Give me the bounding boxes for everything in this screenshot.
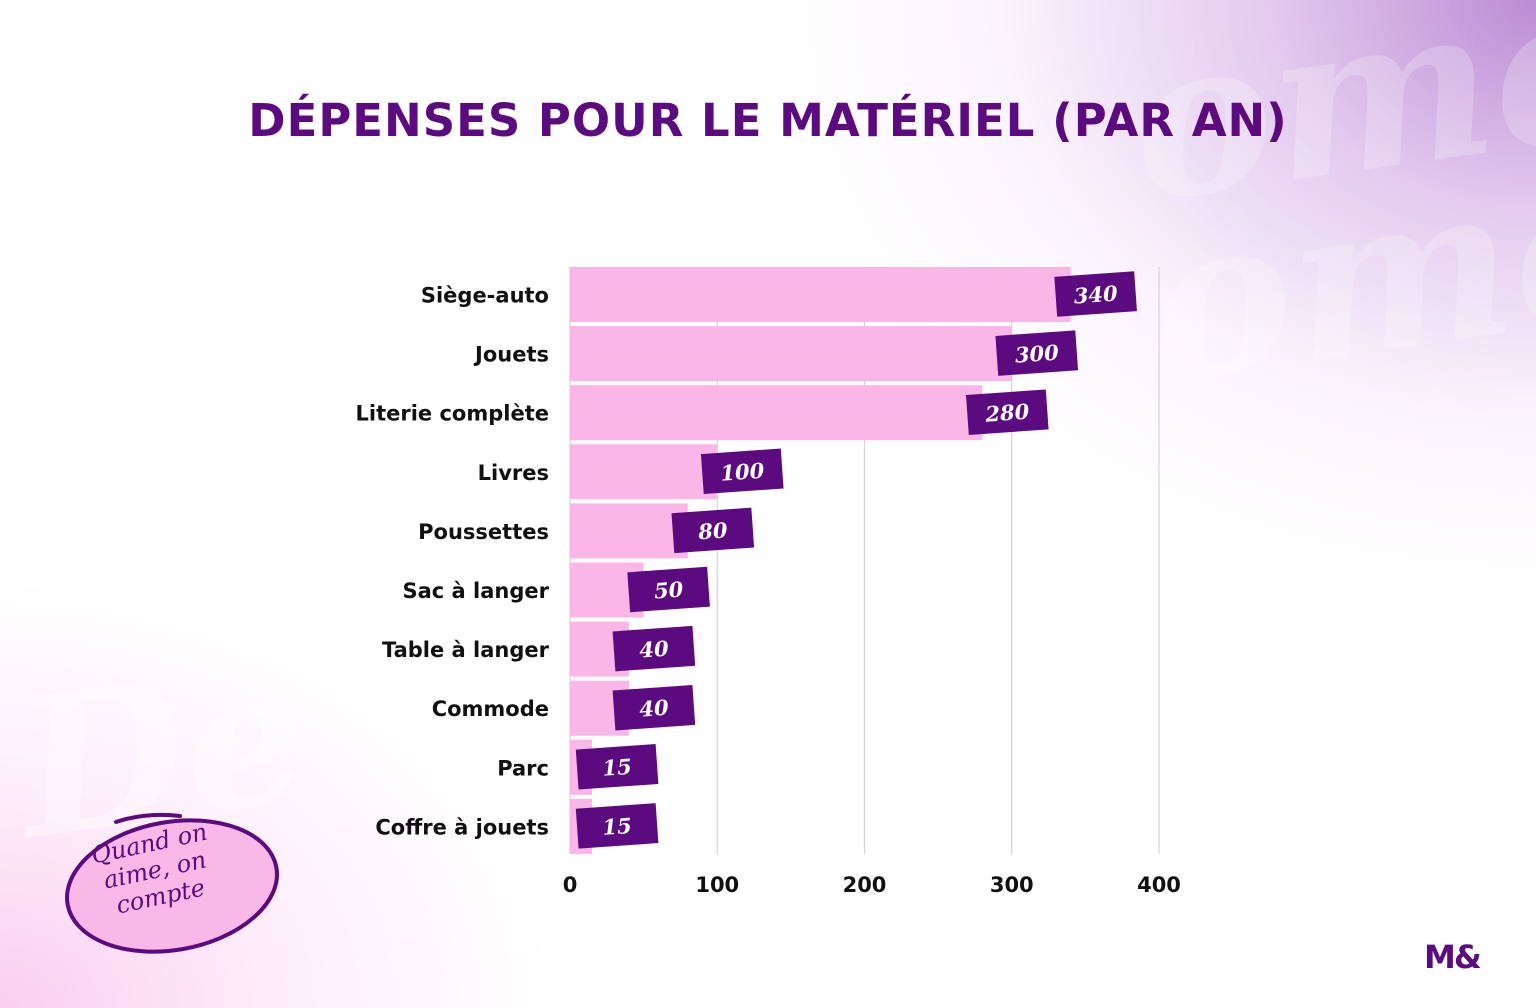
brand-logo: M& xyxy=(1424,938,1482,976)
data-label-background xyxy=(612,684,696,731)
data-label: 280 xyxy=(984,399,1031,427)
bar xyxy=(570,326,1012,382)
data-label: 50 xyxy=(653,576,684,603)
data-label: 15 xyxy=(602,754,633,781)
data-label-badge: 300 xyxy=(995,330,1079,376)
data-label: 100 xyxy=(720,458,766,486)
data-label-background xyxy=(627,566,710,613)
category-label: Parc xyxy=(497,756,549,780)
x-tick-label: 100 xyxy=(695,873,739,897)
data-label-badge: 50 xyxy=(627,566,710,613)
category-label: Siège-auto xyxy=(421,284,549,308)
data-label: 80 xyxy=(696,517,728,544)
category-label: Coffre à jouets xyxy=(375,815,549,839)
x-tick-label: 200 xyxy=(843,873,887,897)
data-label-badge: 280 xyxy=(966,389,1049,435)
data-label-background xyxy=(671,507,755,554)
data-label: 40 xyxy=(638,695,669,722)
data-label: 15 xyxy=(602,813,633,840)
data-label: 340 xyxy=(1073,280,1119,308)
bar xyxy=(570,385,983,441)
data-label-background xyxy=(612,625,696,672)
data-label-badge: 80 xyxy=(671,507,755,554)
chart-title: DÉPENSES POUR LE MATÉRIEL (PAR AN) xyxy=(248,94,1288,147)
data-label-badge: 340 xyxy=(1054,271,1137,317)
bar xyxy=(570,503,688,559)
category-label: Jouets xyxy=(473,343,549,367)
data-label-badge: 15 xyxy=(575,803,659,849)
category-label: Poussettes xyxy=(418,520,549,544)
stamp-badge xyxy=(65,812,279,954)
category-label: Table à langer xyxy=(382,638,550,662)
x-tick-label: 300 xyxy=(990,873,1034,897)
category-label: Commode xyxy=(432,697,549,721)
data-label-background xyxy=(1054,271,1137,317)
bar xyxy=(570,267,1071,322)
category-label: Sac à langer xyxy=(403,579,550,603)
data-label-badge: 100 xyxy=(700,448,784,495)
data-label-badge: 40 xyxy=(612,684,696,731)
data-label: 300 xyxy=(1014,340,1060,368)
x-tick-label: 400 xyxy=(1137,873,1181,897)
data-label-background xyxy=(966,389,1049,435)
data-label-background xyxy=(575,744,659,790)
data-label-background xyxy=(995,330,1079,376)
data-label-badge: 40 xyxy=(612,625,696,672)
data-label-background xyxy=(575,803,659,849)
data-label-background xyxy=(700,448,784,495)
category-label: Livres xyxy=(478,461,549,485)
bar xyxy=(570,444,718,500)
data-label: 40 xyxy=(638,636,669,663)
data-label-badge: 15 xyxy=(575,744,659,790)
x-tick-label: 0 xyxy=(563,873,578,897)
category-label: Literie complète xyxy=(356,402,549,426)
